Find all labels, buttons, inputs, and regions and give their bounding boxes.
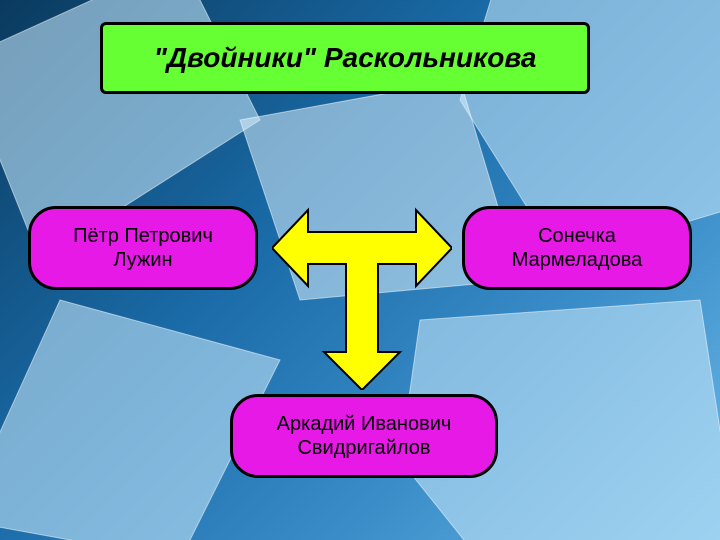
title-text: "Двойники" Раскольникова: [154, 42, 537, 74]
node-right-line2: Мармеладова: [512, 249, 642, 271]
three-way-arrow: [272, 200, 452, 390]
title-box: "Двойники" Раскольникова: [100, 22, 590, 94]
node-right: Сонечка Мармеладова: [462, 206, 692, 290]
diagram-content: "Двойники" Раскольникова Пётр Петрович Л…: [0, 0, 720, 540]
node-bottom-line2: Свидригайлов: [297, 437, 430, 459]
node-bottom-label: Аркадий Иванович Свидригайлов: [277, 412, 452, 460]
arrow-path: [272, 210, 452, 390]
node-left-label: Пётр Петрович Лужин: [73, 224, 213, 272]
node-left-line1: Пётр Петрович: [73, 225, 213, 247]
node-bottom-line1: Аркадий Иванович: [277, 413, 452, 435]
node-bottom: Аркадий Иванович Свидригайлов: [230, 394, 498, 478]
node-right-line1: Сонечка: [538, 225, 616, 247]
node-left-line2: Лужин: [113, 249, 172, 271]
node-right-label: Сонечка Мармеладова: [512, 224, 642, 272]
node-left: Пётр Петрович Лужин: [28, 206, 258, 290]
